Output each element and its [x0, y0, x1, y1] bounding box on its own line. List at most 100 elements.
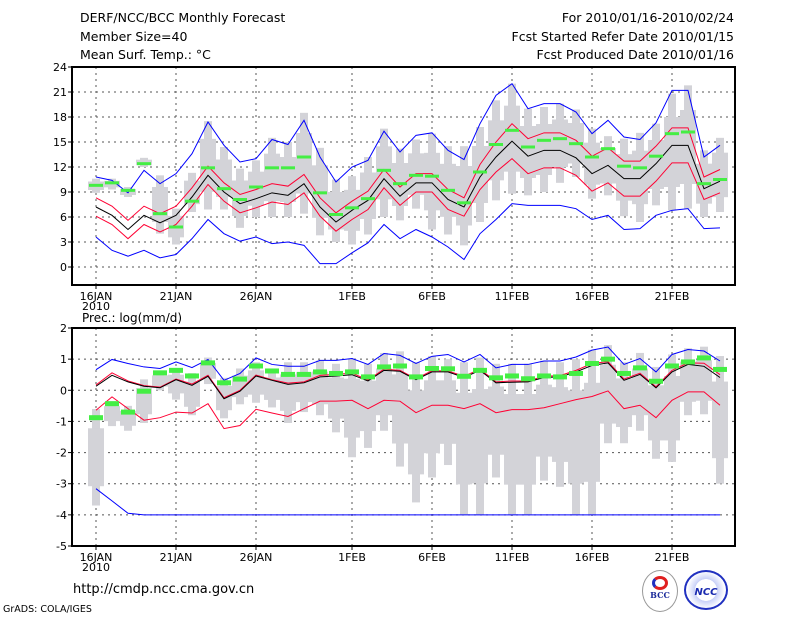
precip-observed-bar: [569, 370, 583, 376]
temp-member-box: [584, 142, 600, 185]
temp-upper-spread-line: [95, 122, 721, 222]
precip-observed-bar: [249, 363, 263, 369]
precip-min-line: [95, 488, 720, 516]
precip-ensemble-mean-line: [95, 362, 721, 400]
temp-ensemble-mean-line: [95, 140, 721, 231]
temp-observed-bar: [265, 166, 279, 170]
website-url[interactable]: http://cmdp.ncc.cma.gov.cn: [73, 582, 255, 597]
precip-member-box: [360, 380, 376, 432]
temp-observed-bar: [105, 181, 119, 185]
temp-member-box: [552, 119, 568, 167]
precip-observed-bar: [681, 359, 695, 365]
temp-xtick-label: 11FEB: [495, 290, 530, 303]
precip-xtick-label: 1FEB: [338, 551, 366, 564]
precip-member-box: [568, 390, 584, 484]
temp-observed-bar: [249, 185, 263, 189]
temp-observed-bar: [345, 206, 359, 210]
precip-observed-bar: [89, 415, 103, 421]
precip-ytick-label: -2: [56, 447, 67, 460]
temp-member-box: [456, 166, 472, 226]
temp-plot-frame: [71, 66, 736, 286]
temp-ytick-label: 21: [53, 86, 67, 99]
ncc-logo-text: NCC: [694, 587, 718, 598]
precip-observed-bar: [409, 374, 423, 380]
precip-max-line: [95, 346, 721, 381]
precip-member-box: [696, 360, 712, 401]
precip-member-box: [456, 392, 472, 485]
temp-member-box: [680, 110, 696, 184]
precip-xtick-label: 21FEB: [655, 551, 690, 564]
precip-observed-bar: [297, 371, 311, 377]
precipitation-panel-title: Prec.: log(mm/d): [82, 311, 182, 325]
temp-observed-bar: [489, 143, 503, 146]
temp-ytick-label: 24: [53, 61, 67, 74]
precip-member-box: [712, 381, 728, 459]
precip-xtick-label: 21JAN: [160, 551, 193, 564]
temp-observed-bar: [457, 201, 471, 205]
precip-observed-bar: [553, 374, 567, 380]
precip-ytick-label: -5: [56, 540, 67, 553]
temp-min-line: [95, 203, 721, 265]
precip-plot-frame: [71, 327, 736, 547]
precip-ytick-label: -4: [56, 509, 67, 522]
precip-observed-bar: [585, 361, 599, 367]
precip-observed-bar: [473, 367, 487, 373]
precip-observed-bar: [601, 356, 615, 362]
temp-observed-bar: [521, 145, 535, 149]
temp-member-box: [536, 124, 552, 175]
precip-member-box: [680, 361, 696, 402]
temp-member-box: [472, 146, 488, 203]
precip-ytick-label: -1: [56, 415, 67, 428]
temp-observed-bar: [713, 178, 727, 181]
temp-observed-bar: [361, 197, 375, 201]
temp-observed-bar: [409, 173, 423, 177]
precip-upper-spread-line: [95, 361, 721, 399]
precip-ytick-label: 1: [60, 353, 67, 366]
temp-xtick-label: 16FEB: [575, 290, 610, 303]
temp-year-label: 2010: [82, 300, 110, 313]
precip-member-box: [376, 368, 392, 416]
precip-member-box: [504, 394, 520, 485]
temp-ytick-label: 0: [60, 261, 67, 274]
temp-observed-bar: [553, 137, 567, 141]
precip-member-box: [472, 389, 488, 484]
precip-year-label: 2010: [82, 561, 110, 574]
ncc-logo: NCC: [684, 570, 728, 610]
precip-member-box: [424, 380, 440, 454]
precip-observed-bar: [105, 401, 119, 407]
temp-member-box: [360, 172, 376, 219]
precip-member-box: [344, 378, 360, 438]
precip-observed-bar: [521, 376, 535, 382]
temp-observed-bar: [649, 154, 663, 158]
precip-member-box: [184, 381, 200, 407]
precip-observed-bar: [361, 374, 375, 380]
bcc-logo-emblem-icon: [652, 576, 668, 590]
precip-observed-bar: [137, 388, 151, 394]
precip-observed-bar: [713, 366, 727, 372]
temp-member-box: [488, 120, 504, 181]
precip-member-box: [648, 385, 664, 441]
precip-member-box: [520, 394, 536, 485]
precip-ytick-label: 0: [60, 384, 67, 397]
precip-ytick-label: -3: [56, 478, 67, 491]
temp-observed-bar: [537, 138, 551, 142]
temp-observed-bar: [665, 132, 679, 136]
temp-observed-bar: [393, 182, 407, 186]
temp-observed-bar: [617, 164, 631, 168]
precip-observed-bar: [697, 355, 711, 361]
precip-member-box: [168, 374, 184, 394]
temp-xtick-label: 1FEB: [338, 290, 366, 303]
precip-xtick-label: 11FEB: [495, 551, 530, 564]
temp-observed-bar: [425, 174, 439, 178]
temp-observed-bar: [313, 191, 327, 195]
precip-xtick-label: 16FEB: [575, 551, 610, 564]
precip-observed-bar: [313, 369, 327, 375]
precip-member-box: [600, 364, 616, 424]
temp-member-box: [152, 187, 168, 222]
precip-xtick-label: 16JAN: [80, 551, 113, 564]
precip-observed-bar: [649, 378, 663, 384]
temp-observed-bar: [441, 188, 455, 192]
precip-observed-bar: [201, 360, 215, 366]
